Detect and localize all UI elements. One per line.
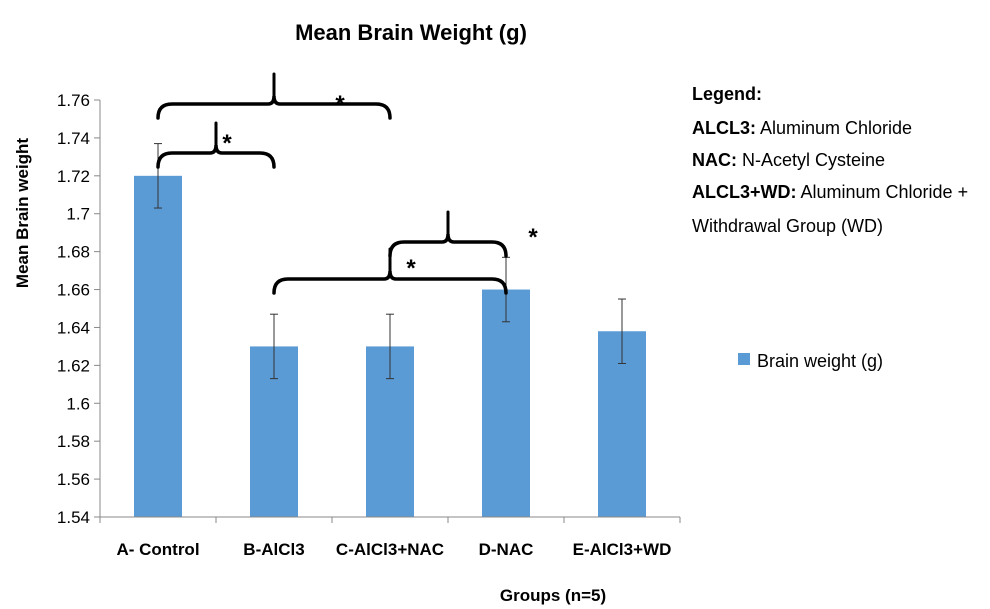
y-tick-label: 1.54: [57, 508, 90, 527]
significance-bracket: [390, 234, 506, 256]
x-tick-label: A- Control: [116, 540, 199, 559]
significance-star: *: [528, 224, 538, 251]
y-tick-label: 1.62: [57, 356, 90, 375]
note-line: ALCL3: Aluminum Chloride: [692, 118, 912, 138]
significance-bracket: [158, 96, 390, 118]
x-axis-label: Groups (n=5): [500, 586, 606, 605]
legend: Brain weight (g): [738, 351, 883, 371]
x-tick-label: B-AlCl3: [243, 540, 304, 559]
y-tick-label: 1.6: [66, 394, 90, 413]
x-tick-label: D-NAC: [479, 540, 534, 559]
legend-label: Brain weight (g): [757, 351, 883, 371]
significance-star: *: [406, 255, 416, 282]
y-tick-label: 1.74: [57, 129, 90, 148]
note-term: NAC:: [692, 150, 737, 170]
y-tick-label: 1.72: [57, 167, 90, 186]
note-text: N-Acetyl Cysteine: [737, 150, 885, 170]
significance-layer: * * * *: [158, 74, 538, 293]
y-tick-label: 1.64: [57, 318, 90, 337]
note-text: Aluminum Chloride: [756, 118, 912, 138]
y-tick-label: 1.66: [57, 281, 90, 300]
y-tick-label: 1.76: [57, 91, 90, 110]
note-line: Withdrawal Group (WD): [692, 216, 883, 236]
note-text: Aluminum Chloride +: [797, 182, 969, 202]
significance-bracket: [274, 271, 506, 293]
y-tick-label: 1.58: [57, 432, 90, 451]
note-line: NAC: N-Acetyl Cysteine: [692, 150, 885, 170]
bars-layer: [134, 144, 646, 517]
y-tick-label: 1.68: [57, 243, 90, 262]
note-line: ALCL3+WD: Aluminum Chloride +: [692, 182, 968, 202]
y-tick-label: 1.56: [57, 470, 90, 489]
note-term: ALCL3:: [692, 118, 756, 138]
legend-swatch: [738, 353, 750, 365]
chart-title: Mean Brain Weight (g): [295, 20, 527, 45]
significance-star: *: [335, 91, 345, 118]
x-tick-label: E-AlCl3+WD: [573, 540, 672, 559]
significance-star: *: [222, 130, 232, 157]
x-tick-label: C-AlCl3+NAC: [336, 540, 444, 559]
note-term: ALCL3+WD:: [692, 182, 797, 202]
notes-heading: Legend:: [692, 84, 762, 104]
bar: [482, 290, 530, 517]
significance-bracket: [158, 145, 274, 167]
abbreviation-notes: Legend: ALCL3: Aluminum Chloride NAC: N-…: [692, 84, 968, 236]
bar: [134, 176, 182, 517]
y-tick-label: 1.7: [66, 205, 90, 224]
y-axis-label: Mean Brain weight: [13, 138, 32, 289]
